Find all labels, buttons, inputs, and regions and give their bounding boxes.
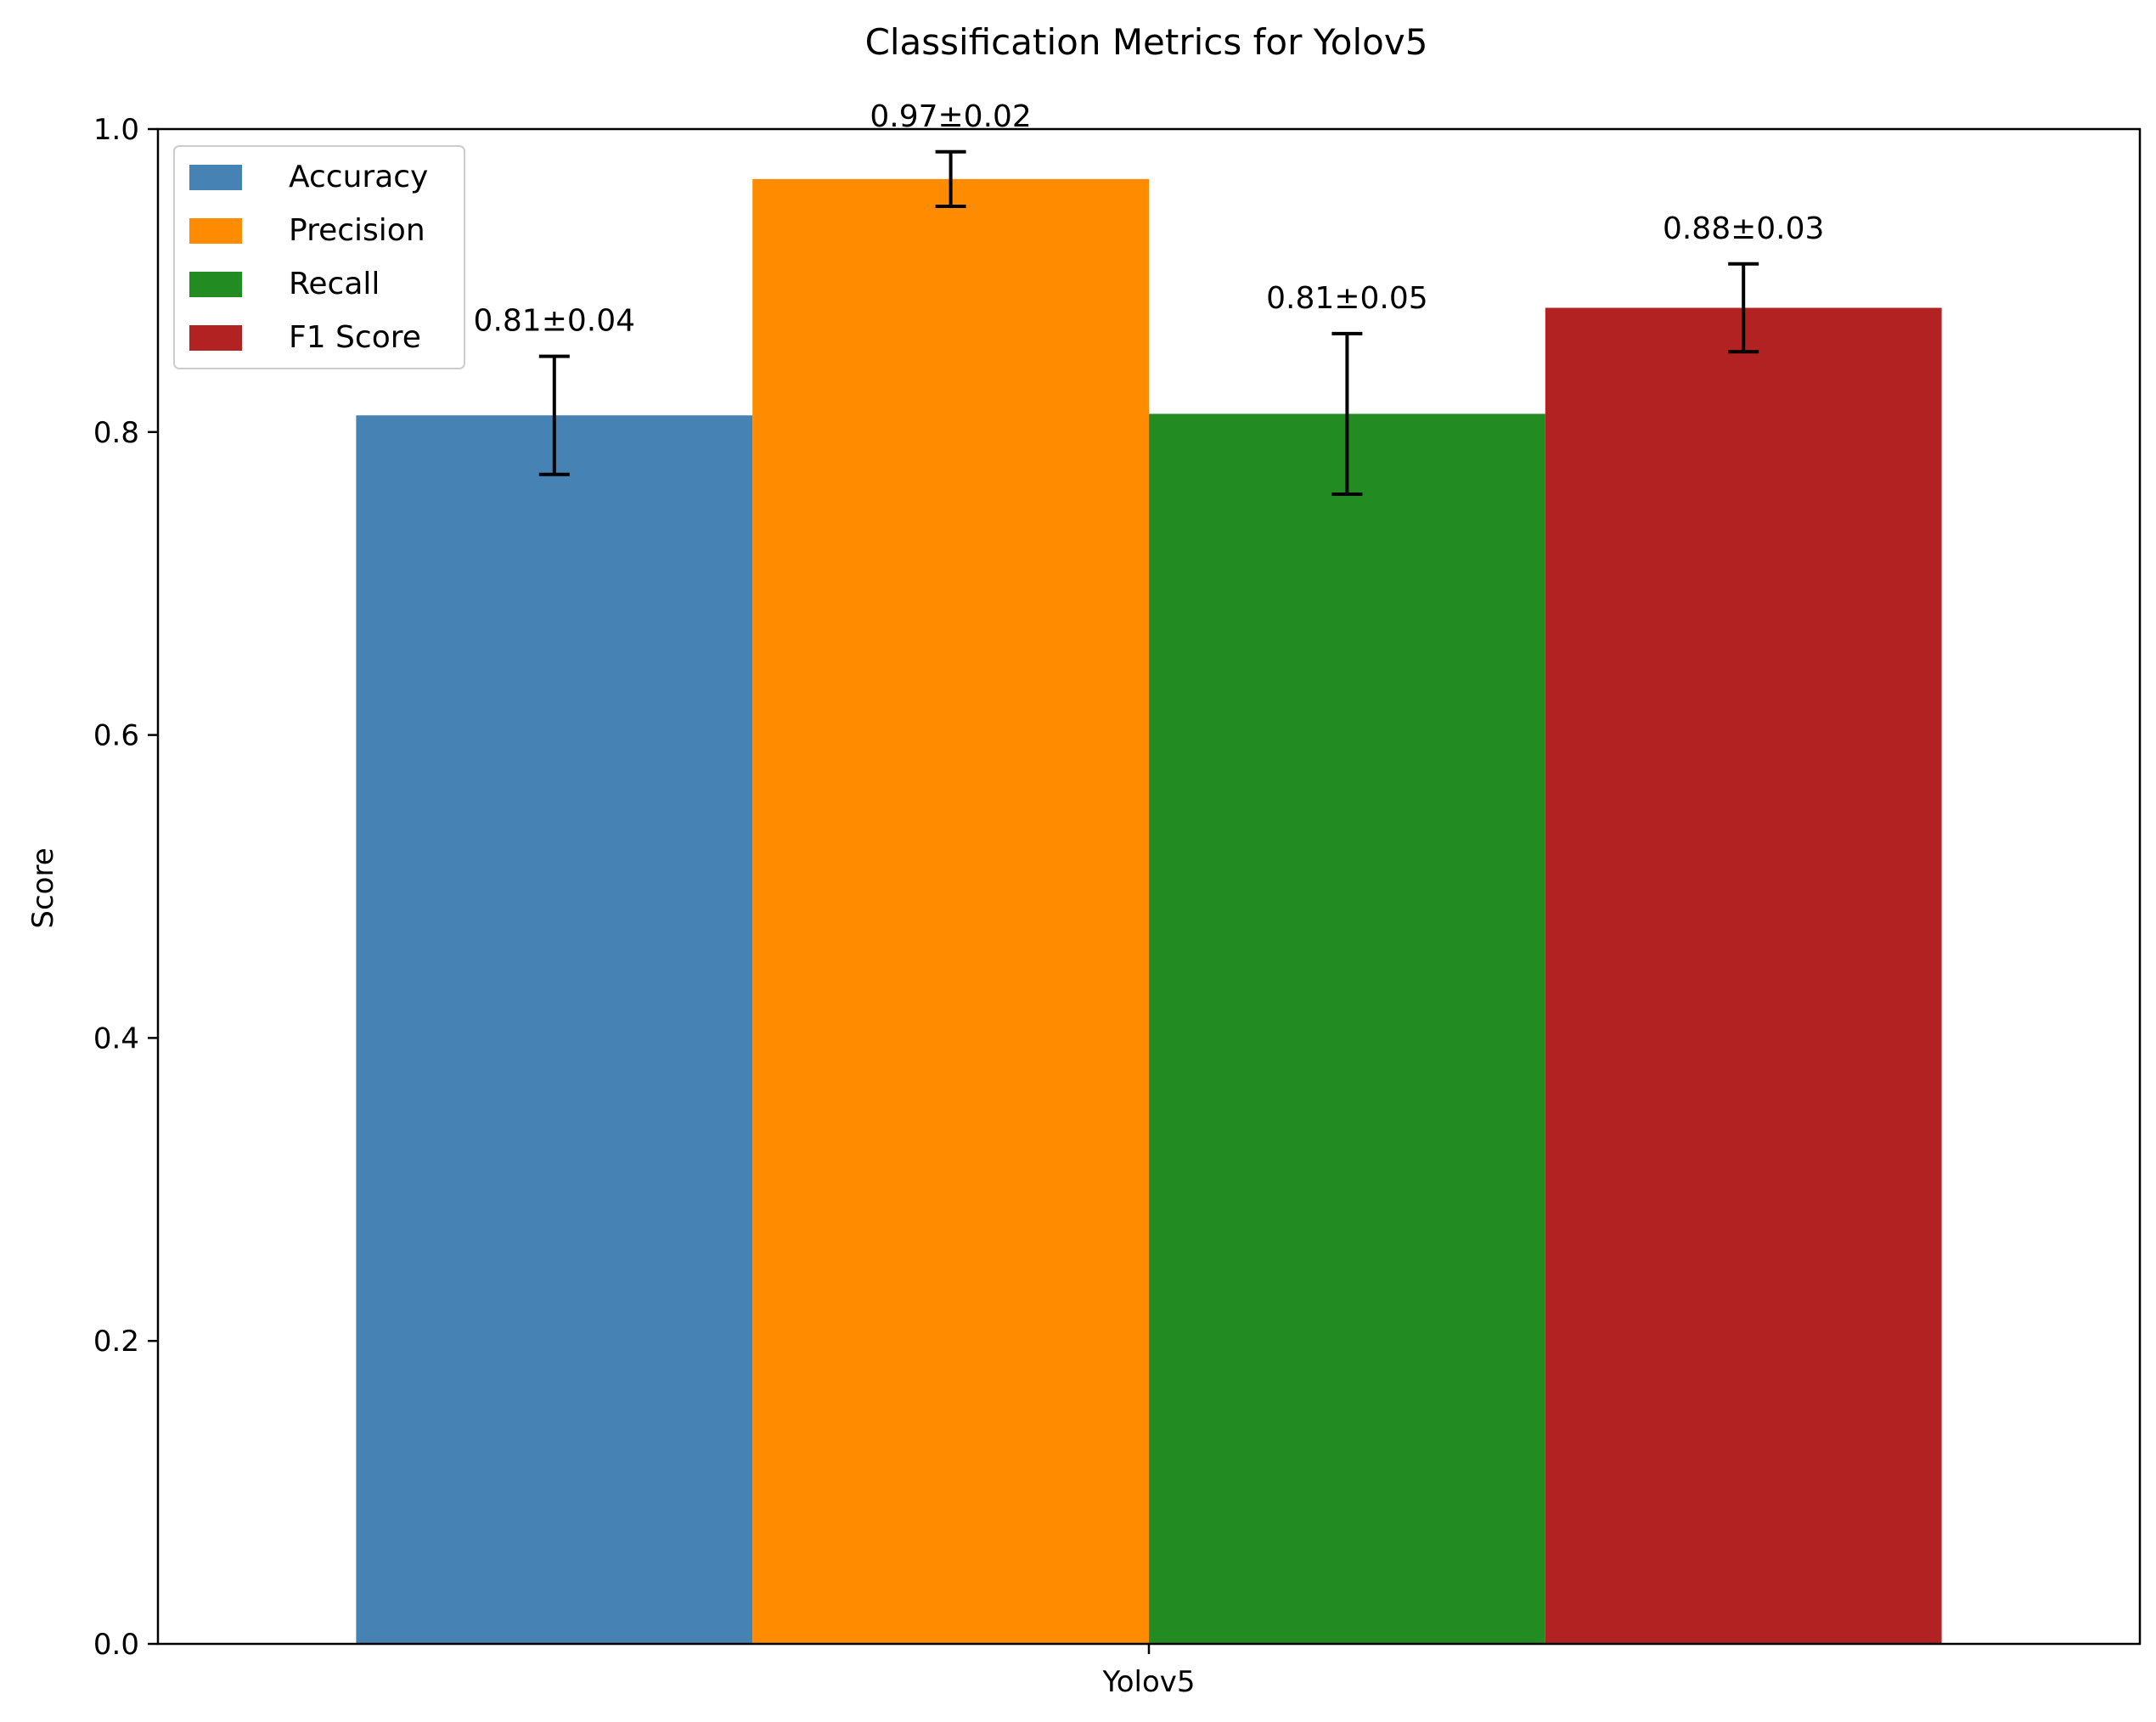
bar-precision [752,178,1149,1645]
axes-layer: Yolov5 0.0 0.2 0.4 0.6 0.8 1.0 [93,113,2142,1699]
legend-label: Precision [289,213,425,248]
legend-swatch [189,325,242,351]
legend-swatch [189,218,242,244]
legend-label: F1 Score [289,320,421,355]
legend-swatch [189,165,242,190]
bar-recall [1149,414,1545,1645]
bar-accuracy [356,415,753,1644]
legend-swatch [189,272,242,297]
value-label: 0.81±0.05 [1266,281,1427,316]
x-tick-label: Yolov5 [1101,1665,1195,1699]
value-label: 0.88±0.03 [1663,211,1824,246]
chart-title: Classification Metrics for Yolov5 [865,21,1428,63]
legend-label: Accuracy [289,160,428,194]
bar-f1-score [1545,307,1942,1645]
legend: Accuracy Precision Recall F1 Score [173,145,465,369]
y-tick-label: 0.8 [93,416,139,450]
error-bars-layer [538,149,1759,496]
legend-label: Recall [289,267,380,301]
legend-box [173,145,465,369]
plot-frame [156,127,2142,1646]
value-label: 0.81±0.04 [474,304,635,339]
y-tick-label: 0.2 [93,1325,139,1359]
y-tick-label: 0.6 [93,719,139,753]
y-tick-label: 1.0 [93,113,139,147]
y-tick-label: 0.0 [93,1628,139,1662]
y-axis-label: Score [26,847,60,928]
value-labels-layer: 0.81±0.040.97±0.020.81±0.050.88±0.03 [474,99,1825,339]
y-tick-label: 0.4 [93,1021,139,1055]
bars-layer [356,178,1942,1645]
